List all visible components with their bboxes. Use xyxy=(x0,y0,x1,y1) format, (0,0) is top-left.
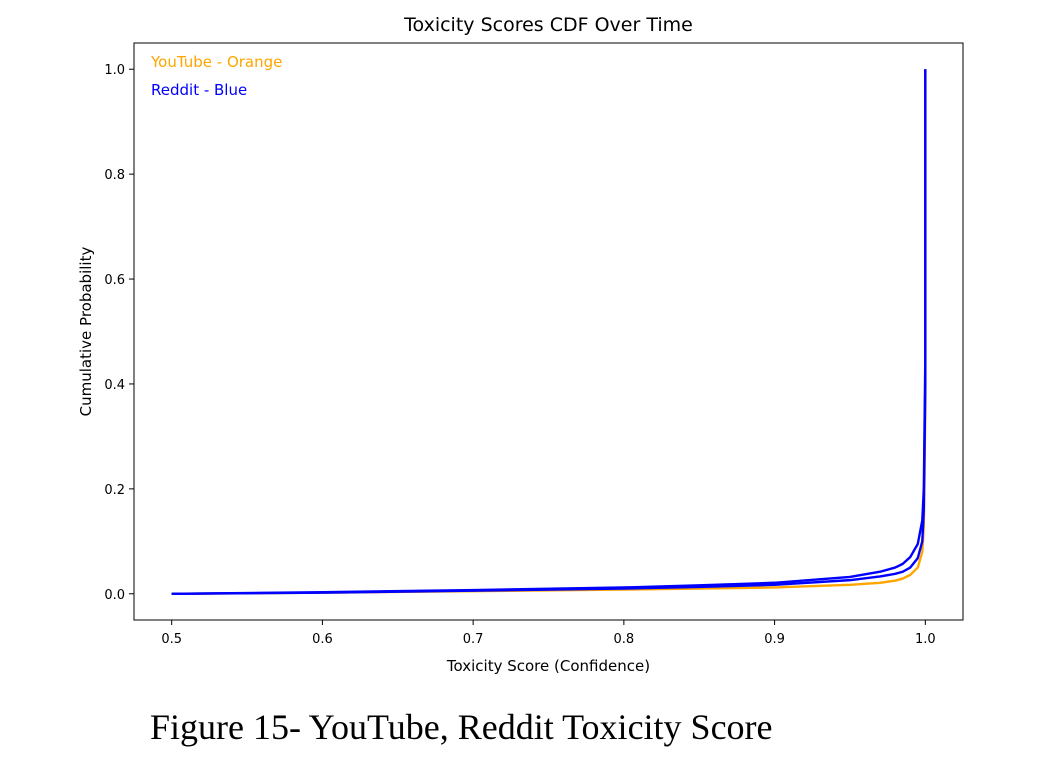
x-tick-label: 0.7 xyxy=(463,632,484,647)
series-line-3 xyxy=(171,69,927,595)
x-axis-ticks: 0.5 0.6 0.7 0.8 0.9 1.0 xyxy=(161,620,936,647)
series-layer xyxy=(171,69,927,595)
x-axis-label: Toxicity Score (Confidence) xyxy=(446,657,650,675)
figure-caption: Figure 15- YouTube, Reddit Toxicity Scor… xyxy=(150,707,773,747)
x-tick-label: 0.9 xyxy=(764,632,785,647)
y-axis-label: Cumulative Probability xyxy=(77,247,95,417)
plot-frame xyxy=(133,42,964,621)
chart-background xyxy=(0,0,1039,700)
chart-svg: 0.5 0.6 0.7 0.8 0.9 1.0 0.0 0.2 0.4 0.6 0.8 1.0 To… xyxy=(0,0,1039,700)
y-tick-label: 1.0 xyxy=(104,63,125,78)
y-tick-label: 0.0 xyxy=(104,588,125,603)
y-axis-ticks: 0.0 0.2 0.4 0.6 0.8 1.0 xyxy=(104,63,134,603)
x-tick-label: 0.8 xyxy=(614,632,635,647)
y-tick-label: 0.8 xyxy=(104,168,125,183)
y-tick-label: 0.4 xyxy=(104,378,125,393)
x-tick-label: 0.5 xyxy=(161,632,182,647)
y-tick-label: 0.2 xyxy=(104,483,125,498)
x-tick-label: 0.6 xyxy=(312,632,333,647)
y-tick-label: 0.6 xyxy=(104,273,125,288)
annotation-youtube: YouTube - Orange xyxy=(150,53,282,71)
chart-title: Toxicity Scores CDF Over Time xyxy=(403,14,693,36)
annotation-reddit: Reddit - Blue xyxy=(151,81,247,99)
x-tick-label: 1.0 xyxy=(915,632,936,647)
